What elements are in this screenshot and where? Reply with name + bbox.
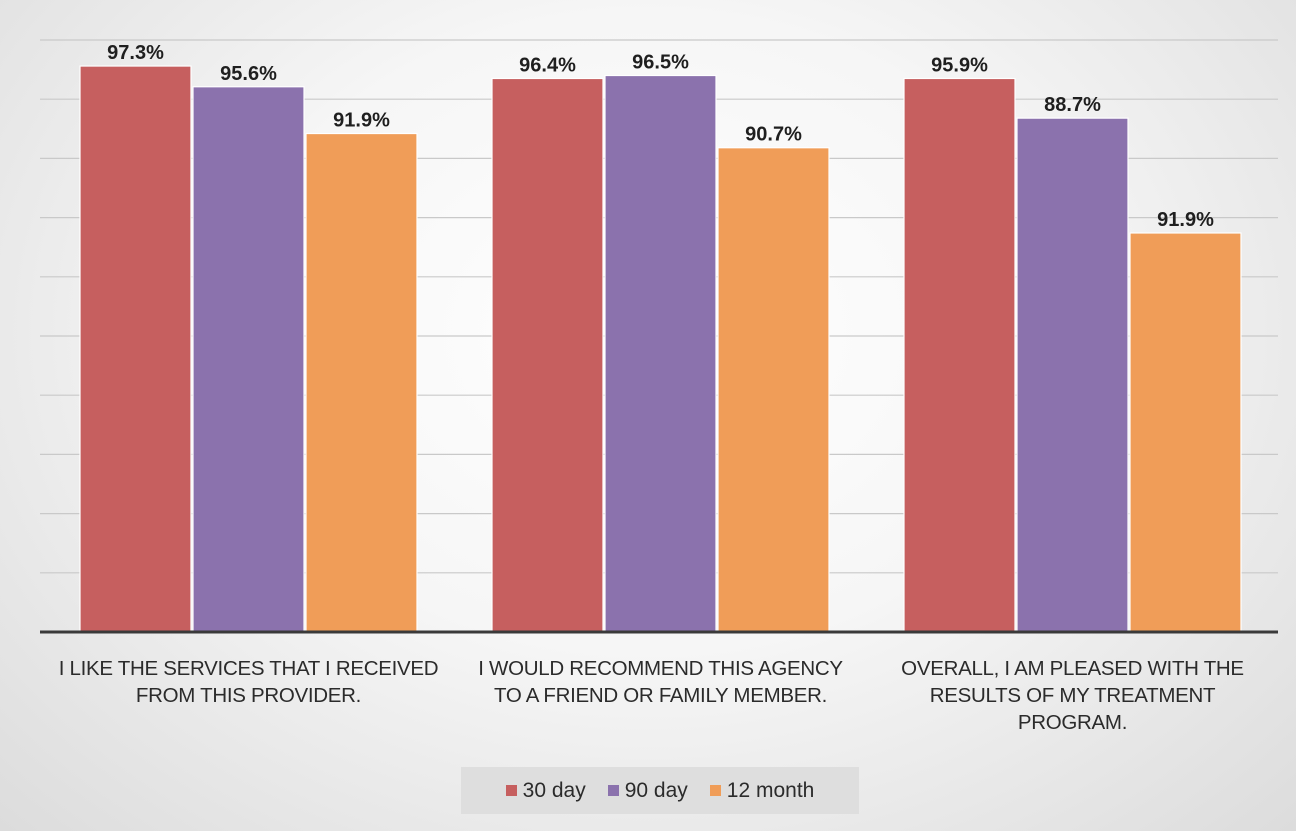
data-label: 91.9% [1157, 209, 1214, 231]
legend-swatch [607, 785, 619, 796]
category-label: I WOULD RECOMMEND THIS AGENCY TO A FRIEND… [453, 655, 869, 709]
category-label-line: I LIKE THE SERVICES THAT I RECEIVED [58, 657, 439, 680]
data-label: 91.9% [333, 110, 390, 132]
legend-swatch [505, 785, 517, 796]
category-label: I LIKE THE SERVICES THAT I RECEIVED FROM … [41, 655, 457, 709]
bar-12-month-1 [305, 132, 418, 633]
bar-30-day-3 [903, 77, 1016, 633]
category-label-line: FROM THIS PROVIDER. [135, 684, 362, 707]
data-label: 95.6% [220, 63, 277, 85]
legend: 30 day 90 day 12 month [461, 767, 859, 814]
category-label: OVERALL, I AM PLEASED WITH THE RESULTS OF… [865, 655, 1281, 736]
category-label-line: OVERALL, I AM PLEASED WITH THE [901, 657, 1244, 680]
bar-30-day-2 [491, 77, 604, 633]
legend-swatch [709, 785, 721, 796]
category-label-line: RESULTS OF MY TREATMENT [929, 684, 1216, 707]
bar-30-day-1 [79, 65, 192, 633]
legend-label: 30 day [522, 778, 586, 802]
data-label: 88.7% [1044, 94, 1101, 116]
legend-item: 30 day [505, 778, 586, 803]
bar-90-day-1 [192, 86, 305, 633]
category-label-line: I WOULD RECOMMEND THIS AGENCY [478, 657, 843, 680]
data-label: 96.4% [519, 54, 576, 76]
legend-label: 90 day [624, 778, 688, 802]
legend-item: 12 month [709, 778, 815, 803]
category-label-line: TO A FRIEND OR FAMILY MEMBER. [493, 684, 828, 707]
data-label: 96.5% [632, 52, 689, 74]
legend-item: 90 day [607, 778, 688, 803]
legend-label: 12 month [726, 778, 815, 802]
bar-90-day-2 [604, 74, 717, 633]
data-label: 90.7% [745, 124, 802, 146]
data-label: 95.9% [931, 54, 988, 76]
category-label-line: PROGRAM. [1017, 711, 1128, 734]
bar-90-day-3 [1016, 117, 1129, 633]
bar-12-month-2 [717, 147, 830, 633]
bar-12-month-3 [1129, 232, 1242, 633]
data-label: 97.3% [107, 42, 164, 64]
